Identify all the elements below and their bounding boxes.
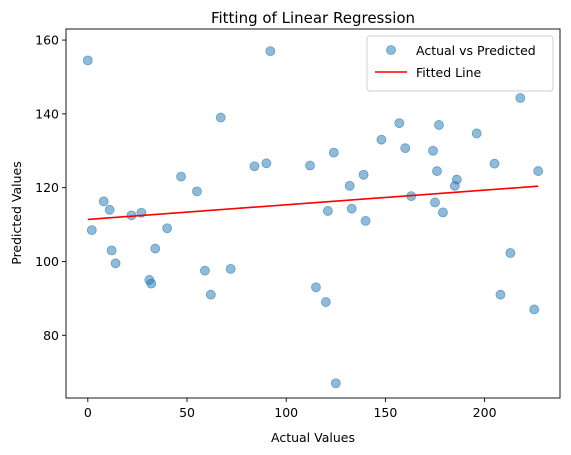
scatter-point (146, 278, 157, 289)
scatter-point (533, 166, 544, 176)
y-tick-label: 100 (35, 254, 59, 269)
x-axis-label: Actual Values (271, 430, 355, 445)
plot-area (82, 46, 544, 389)
chart-title: Fitting of Linear Regression (211, 9, 415, 27)
y-tick-label: 80 (43, 328, 59, 343)
scatter-point (471, 128, 482, 139)
scatter-point (225, 263, 236, 274)
scatter-point (400, 143, 411, 154)
legend-scatter-marker (386, 45, 396, 55)
scatter-point (311, 282, 321, 293)
scatter-point (249, 161, 260, 172)
scatter-point (434, 120, 444, 130)
scatter-point (529, 304, 540, 315)
scatter-point (489, 158, 500, 169)
scatter-point (322, 206, 333, 216)
x-tick-label: 0 (84, 405, 92, 420)
legend-label-line: Fitted Line (416, 65, 482, 80)
fitted-line (87, 185, 539, 221)
y-tick-label: 120 (35, 180, 59, 195)
scatter-point (199, 265, 210, 276)
scatter-point (344, 180, 355, 191)
x-tick-label: 150 (373, 405, 397, 420)
legend: Actual vs Predicted Fitted Line (366, 35, 554, 92)
scatter-point (305, 160, 315, 171)
y-tick-label: 160 (35, 33, 59, 48)
scatter-point (192, 186, 202, 197)
x-tick-label: 100 (274, 405, 298, 420)
scatter-point (495, 289, 506, 300)
scatter-point (162, 223, 173, 234)
scatter-point (360, 215, 371, 226)
y-tick-label: 140 (35, 106, 59, 121)
scatter-point (358, 169, 369, 180)
x-tick-label: 200 (473, 405, 497, 420)
scatter-point (265, 46, 276, 57)
scatter-point (106, 245, 117, 256)
scatter-point (104, 204, 115, 215)
scatter-point (150, 243, 161, 254)
scatter-point (451, 174, 462, 185)
plot-frame (65, 28, 561, 399)
scatter-point (328, 147, 339, 158)
scatter-point (176, 171, 186, 182)
scatter-point (394, 118, 405, 128)
legend-label-scatter: Actual vs Predicted (416, 43, 536, 58)
scatter-point (432, 166, 442, 176)
scatter-point (330, 378, 341, 389)
scatter-point (505, 248, 516, 258)
x-axis: 0 50 100 150 200 (84, 398, 497, 420)
x-tick-label: 50 (179, 405, 195, 420)
scatter-point (110, 258, 121, 269)
scatter-point (430, 197, 440, 208)
scatter-point (376, 134, 387, 145)
scatter-point (261, 158, 272, 169)
scatter-point (438, 207, 448, 218)
scatter-point (428, 145, 438, 156)
scatter-point (86, 225, 97, 236)
scatter-point (205, 289, 216, 300)
y-axis: 80 100 120 140 160 (35, 33, 66, 343)
scatter-point (515, 93, 526, 103)
y-axis-label: Predicted Values (9, 161, 24, 265)
scatter-point (82, 55, 93, 66)
scatter-point (346, 203, 357, 214)
scatter-point (215, 112, 226, 123)
legend-box (366, 35, 554, 92)
scatter-point (320, 297, 331, 307)
scatter-point (98, 196, 109, 207)
